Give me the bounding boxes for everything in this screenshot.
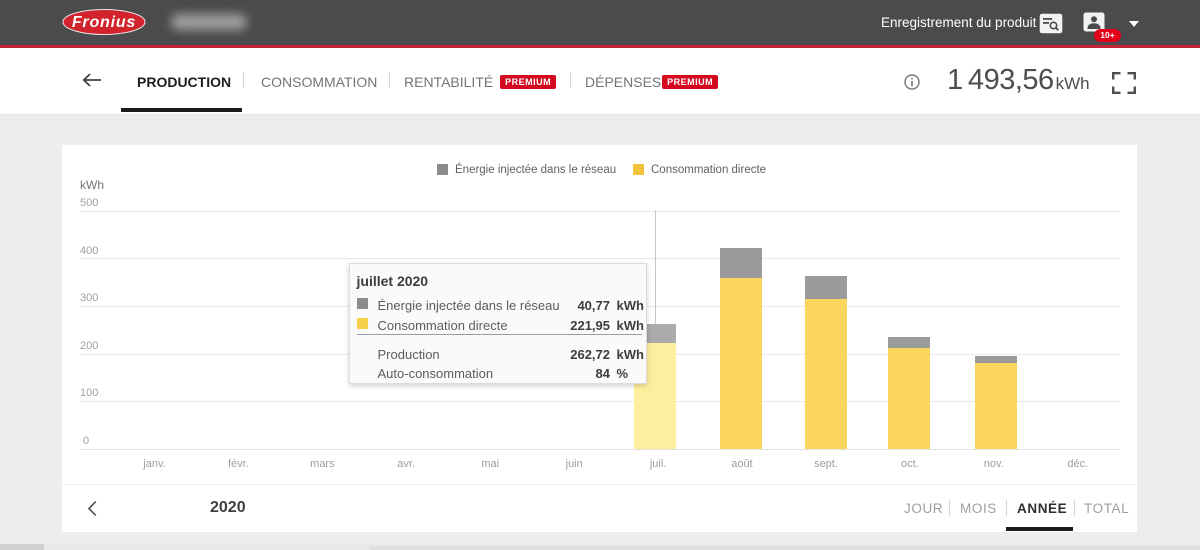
svg-text:Fronius: Fronius (72, 14, 136, 31)
